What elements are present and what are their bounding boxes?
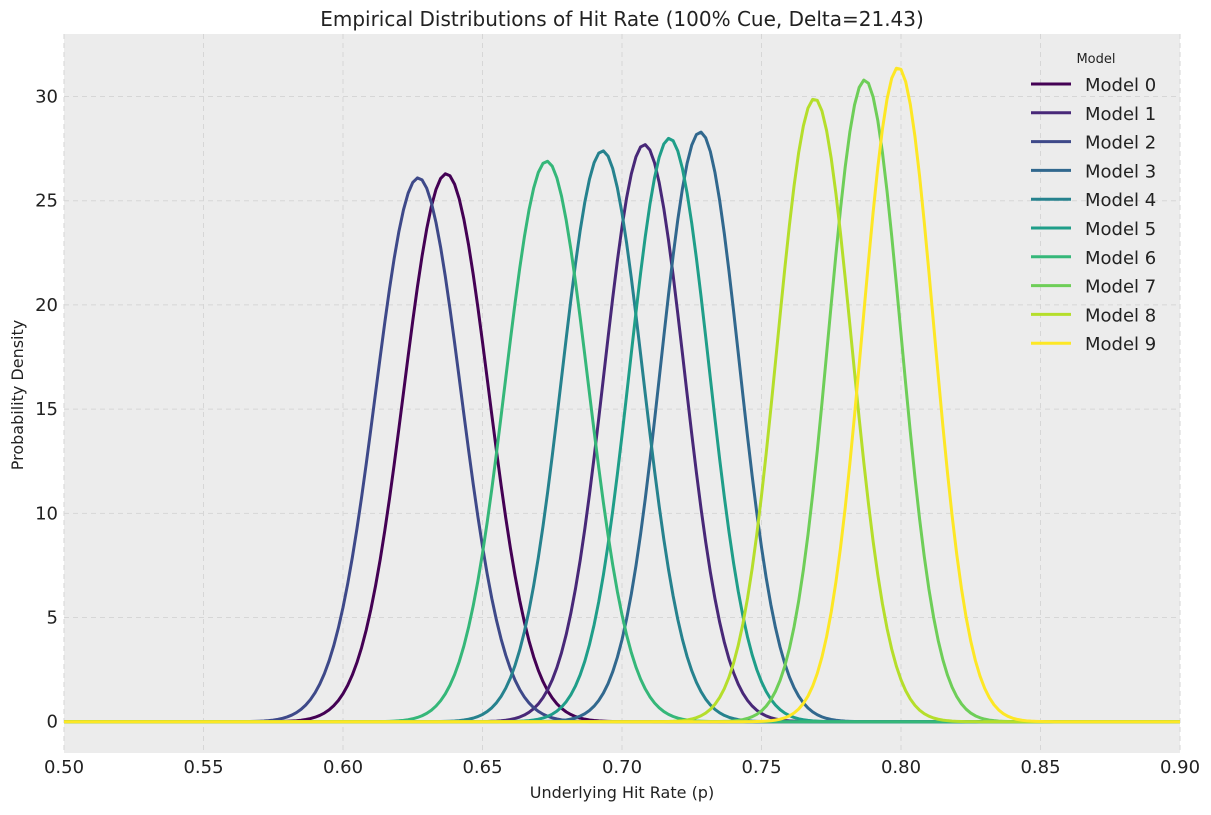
legend-label: Model 6 bbox=[1085, 248, 1156, 269]
x-axis-label: Underlying Hit Rate (p) bbox=[530, 783, 714, 802]
legend-label: Model 0 bbox=[1085, 75, 1156, 96]
legend-label: Model 4 bbox=[1085, 190, 1156, 211]
y-tick-label: 20 bbox=[35, 295, 58, 316]
x-tick-label: 0.65 bbox=[462, 757, 502, 778]
legend-title: Model bbox=[1076, 52, 1115, 67]
legend-label: Model 3 bbox=[1085, 161, 1156, 182]
x-axis-ticks: 0.50 0.55 0.60 0.65 0.70 0.75 0.80 0.85 0.90 bbox=[44, 757, 1200, 778]
series-line-model-9 bbox=[64, 66, 1180, 724]
legend-label: Model 9 bbox=[1085, 334, 1156, 355]
legend: Model Model 0 Model 1 Model 2 Model 3 Model … bbox=[1031, 52, 1156, 355]
x-tick-label: 0.75 bbox=[741, 757, 781, 778]
series-layer bbox=[64, 66, 1180, 724]
y-axis-label: Probability Density bbox=[8, 320, 27, 471]
legend-label: Model 8 bbox=[1085, 305, 1156, 326]
legend-label: Model 5 bbox=[1085, 219, 1156, 240]
y-axis-ticks: 0 5 10 15 20 25 30 bbox=[35, 87, 58, 733]
x-tick-label: 0.70 bbox=[602, 757, 642, 778]
y-tick-label: 25 bbox=[35, 191, 58, 212]
y-tick-label: 5 bbox=[47, 608, 58, 629]
y-tick-label: 10 bbox=[35, 503, 58, 524]
legend-label: Model 2 bbox=[1085, 133, 1156, 154]
chart-title: Empirical Distributions of Hit Rate (100… bbox=[320, 7, 924, 31]
y-tick-label: 30 bbox=[35, 87, 58, 108]
y-tick-label: 0 bbox=[47, 712, 58, 733]
x-tick-label: 0.80 bbox=[881, 757, 921, 778]
legend-label: Model 7 bbox=[1085, 277, 1156, 298]
x-tick-label: 0.85 bbox=[1020, 757, 1060, 778]
legend-label: Model 1 bbox=[1085, 104, 1156, 125]
x-tick-label: 0.90 bbox=[1160, 757, 1200, 778]
x-tick-label: 0.55 bbox=[183, 757, 223, 778]
x-tick-label: 0.50 bbox=[44, 757, 84, 778]
y-tick-label: 15 bbox=[35, 399, 58, 420]
x-tick-label: 0.60 bbox=[323, 757, 363, 778]
